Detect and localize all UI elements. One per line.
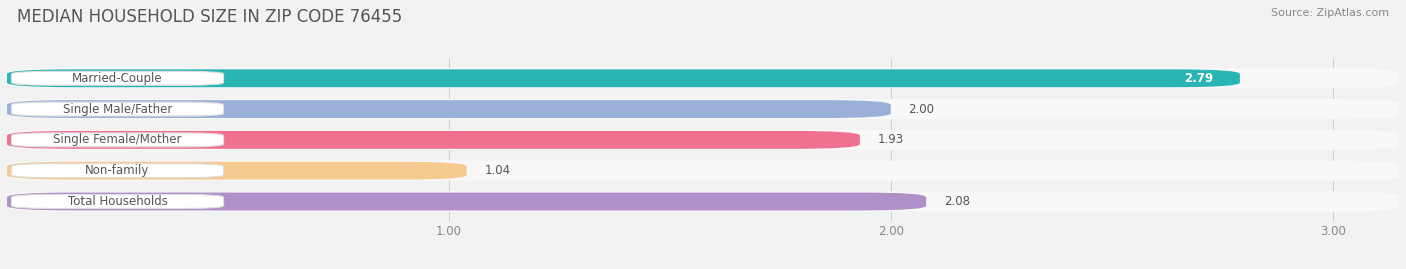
Text: 2.08: 2.08 (943, 195, 970, 208)
FancyBboxPatch shape (7, 68, 1399, 89)
Text: Source: ZipAtlas.com: Source: ZipAtlas.com (1271, 8, 1389, 18)
Text: Single Female/Mother: Single Female/Mother (53, 133, 181, 146)
FancyBboxPatch shape (7, 130, 1399, 150)
FancyBboxPatch shape (11, 194, 224, 208)
Text: 2.79: 2.79 (1184, 72, 1213, 85)
FancyBboxPatch shape (11, 133, 224, 147)
FancyBboxPatch shape (7, 131, 860, 149)
FancyBboxPatch shape (7, 191, 1399, 212)
Text: Single Male/Father: Single Male/Father (63, 102, 172, 116)
FancyBboxPatch shape (7, 100, 891, 118)
FancyBboxPatch shape (7, 161, 1399, 181)
FancyBboxPatch shape (11, 164, 224, 178)
FancyBboxPatch shape (7, 69, 1240, 87)
FancyBboxPatch shape (7, 162, 467, 180)
FancyBboxPatch shape (7, 99, 1399, 119)
Text: Total Households: Total Households (67, 195, 167, 208)
Text: 1.93: 1.93 (877, 133, 904, 146)
Text: Married-Couple: Married-Couple (72, 72, 163, 85)
FancyBboxPatch shape (11, 102, 224, 116)
FancyBboxPatch shape (11, 71, 224, 85)
FancyBboxPatch shape (7, 193, 927, 210)
Text: 1.04: 1.04 (484, 164, 510, 177)
Text: 2.00: 2.00 (908, 102, 935, 116)
Text: MEDIAN HOUSEHOLD SIZE IN ZIP CODE 76455: MEDIAN HOUSEHOLD SIZE IN ZIP CODE 76455 (17, 8, 402, 26)
Text: Non-family: Non-family (86, 164, 149, 177)
